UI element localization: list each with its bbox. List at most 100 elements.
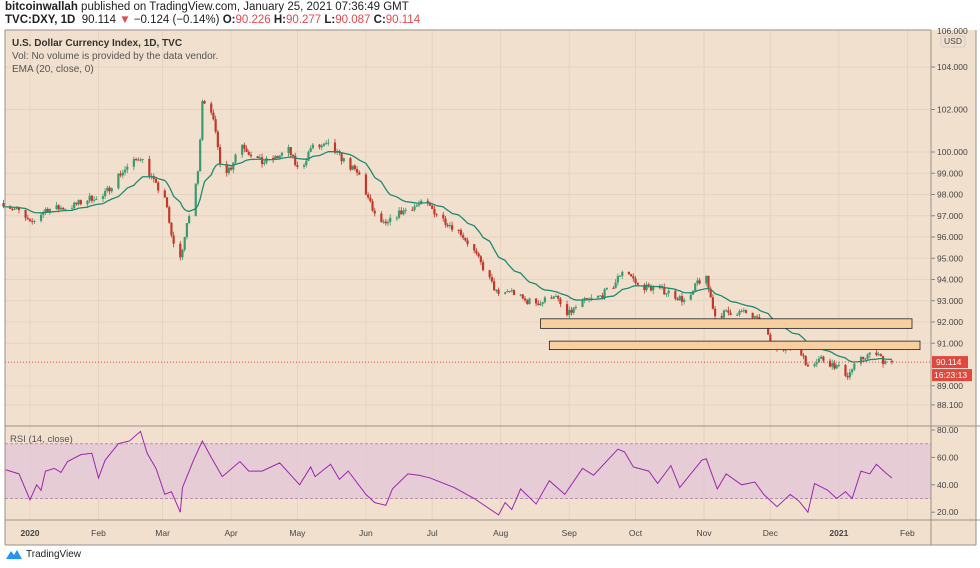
candle-body [833,363,836,369]
candle-body [13,208,16,210]
y-tick-label: 88.100 [937,400,963,410]
candle-body [260,157,264,165]
candle-body [769,334,772,344]
rsi-y-tick-label: 40.00 [937,480,959,490]
candle-body [866,354,869,359]
candle-body [800,346,803,356]
candle-body [165,197,169,208]
candle-body [210,103,213,113]
candle-body [822,356,825,361]
candle-body [528,298,531,304]
candle-body [539,303,542,306]
candle-body [806,364,810,367]
candle-body [851,369,854,373]
x-tick-label: 2021 [829,528,848,538]
candle-body [302,165,306,167]
author[interactable]: bitcoinwallah [5,1,78,13]
candle-body [73,202,76,209]
candle-body [256,156,259,158]
candle-body [358,172,361,175]
countdown-label: 16:23:13 [934,370,967,380]
y-tick-label: 95.000 [937,253,963,263]
candle-body [325,143,328,145]
candle-body [477,253,480,257]
legend-ema[interactable]: EMA (20, close, 0) [12,64,94,75]
candle-body [318,144,321,148]
candle-body [168,207,171,223]
candle-body [879,354,882,357]
rsi-legend[interactable]: RSI (14, close) [10,434,73,445]
candle-body [17,207,21,210]
candle-body [141,158,144,160]
candle-body [9,206,12,209]
y-tick-label: 104.000 [937,62,968,72]
candle-body [106,187,109,191]
candle-body [433,209,436,215]
candle-body [413,206,416,211]
candle-body [382,221,385,223]
candle-body [88,195,91,201]
candle-body [121,172,124,176]
candle-body [126,166,129,170]
candle-body [119,173,122,176]
price-tag [932,356,968,369]
candle-body [665,293,668,295]
candle-body [603,289,606,299]
candle-body [590,297,593,299]
candle-body [645,284,648,291]
candle-body [154,178,158,183]
candle-body [459,230,463,236]
candle-body [512,290,516,295]
candle-body [464,237,467,241]
y-tick-label: 89.000 [937,381,963,391]
candle-body [247,151,250,155]
candle-body [353,165,356,170]
candle-body [550,297,553,299]
tradingview-logo[interactable]: TradingView [5,548,81,560]
candle-body [585,298,589,300]
candle-body [554,296,558,298]
candle-body [696,280,699,284]
candle-body [39,214,43,221]
candle-body [859,356,863,364]
candle-body [194,183,197,217]
candle-body [521,294,524,299]
support-resistance-zone [548,340,921,351]
candle-body [64,208,67,210]
candle-body [70,208,74,210]
candle-body [404,209,407,211]
candle-body [57,205,60,210]
candle-body [820,356,823,359]
y-tick-label: 94.000 [937,275,963,285]
candle-body [707,275,710,289]
x-tick-label: Oct [629,528,643,538]
candle-body [170,222,173,236]
candle-body [493,281,496,291]
candle-body [272,158,275,160]
candle-body [725,310,728,312]
support-resistance-zone [540,318,913,329]
candle-body [400,210,403,215]
candle-body [397,210,401,218]
candle-body [495,289,498,291]
candle-body [307,151,310,161]
candle-body [132,159,135,167]
candle-body [234,154,237,163]
candle-body [740,310,743,312]
rsi-band [5,443,931,499]
candle-body [276,156,279,159]
candle-body [601,295,604,299]
candle-body [110,188,113,192]
candle-body [744,310,748,313]
candle-body [813,364,816,367]
candle-body [649,286,653,291]
candle-body [214,119,217,132]
candle-body [565,304,569,316]
candle-body [676,298,679,301]
candle-body [90,195,93,201]
candle-body [667,290,670,294]
candle-body [753,316,756,318]
candle-body [570,309,573,313]
candle-body [367,194,370,198]
